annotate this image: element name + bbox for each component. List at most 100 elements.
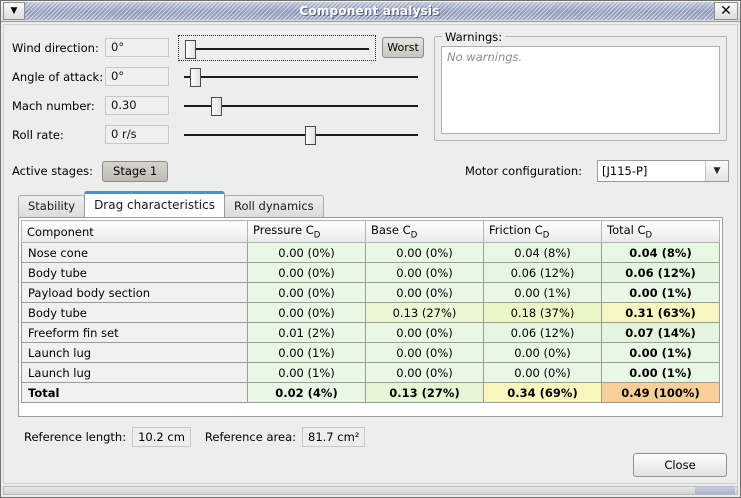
tab-stability[interactable]: Stability [18, 195, 86, 217]
window-title: Component analysis [299, 4, 440, 18]
cell-component: Payload body section [21, 282, 248, 304]
mach-number-slider[interactable] [178, 93, 424, 119]
column-header-component[interactable]: Component [21, 219, 248, 244]
tab-roll-dynamics[interactable]: Roll dynamics [223, 195, 324, 217]
reference-length-label: Reference length: [24, 430, 127, 444]
column-header-friction-cd[interactable]: Friction CD [483, 219, 602, 244]
table-row[interactable]: Body tube 0.00 (0%) 0.00 (0%) 0.06 (12%) 0.0… [21, 262, 720, 284]
cell-pressure: 0.01 (2%) [247, 322, 366, 344]
cell-base: 0.00 (0%) [365, 282, 484, 304]
cell-total: 0.06 (12%) [601, 262, 720, 284]
reference-area-label: Reference area: [204, 430, 296, 444]
cell-component: Freeform fin set [21, 322, 248, 344]
button-row: Close [4, 447, 737, 483]
roll-rate-slider[interactable] [178, 122, 424, 148]
cell-pressure: 0.00 (1%) [247, 342, 366, 364]
active-stages-label: Active stages: [12, 164, 94, 178]
cell-total: 0.04 (8%) [601, 242, 720, 264]
slider-thumb[interactable] [185, 39, 196, 59]
cell-component: Launch lug [21, 362, 248, 384]
slider-thumb[interactable] [211, 96, 222, 116]
cell-base: 0.00 (0%) [365, 322, 484, 344]
stage-1-button[interactable]: Stage 1 [102, 160, 169, 182]
slider-track [184, 75, 418, 78]
title-bar-stripe: Component analysis [25, 2, 714, 20]
cell-total: 0.49 (100%) [601, 382, 720, 404]
parameter-row-angle-of-attack: Angle of attack: 0° [12, 62, 424, 91]
table-row[interactable]: Nose cone 0.00 (0%) 0.00 (0%) 0.04 (8%) 0.04… [21, 242, 720, 264]
cell-component: Nose cone [21, 242, 248, 264]
parameter-row-mach-number: Mach number: 0.30 [12, 91, 424, 120]
table-body: Nose cone 0.00 (0%) 0.00 (0%) 0.04 (8%) 0.04… [21, 242, 720, 404]
cell-total: 0.00 (1%) [601, 342, 720, 364]
slider-track [184, 133, 418, 136]
parameter-sliders: Wind direction: 0° Worst Angle of attack… [12, 33, 424, 149]
window-menu-icon[interactable]: ▼ [3, 2, 25, 20]
reference-row: Reference length: 10.2 cm Reference area… [4, 417, 737, 447]
table-row[interactable]: Payload body section 0.00 (0%) 0.00 (0%) 0.… [21, 282, 720, 304]
cell-friction: 0.34 (69%) [483, 382, 602, 404]
mach-number-label: Mach number: [12, 98, 95, 113]
angle-of-attack-slider[interactable] [178, 64, 424, 90]
motor-configuration-value: [J115-P] [602, 164, 648, 178]
wind-direction-label: Wind direction: [12, 40, 99, 55]
cell-total: 0.31 (63%) [601, 302, 720, 324]
mach-number-value[interactable]: 0.30 [105, 96, 169, 115]
cell-total: 0.07 (14%) [601, 322, 720, 344]
cell-component: Total [21, 382, 248, 404]
cell-pressure: 0.00 (0%) [247, 282, 366, 304]
cell-total: 0.00 (1%) [601, 362, 720, 384]
slider-track [184, 104, 418, 107]
motor-configuration-label: Motor configuration: [464, 164, 582, 178]
column-header-total-cd[interactable]: Total CD [601, 219, 720, 244]
close-icon[interactable]: ✕ [714, 2, 738, 20]
drag-characteristics-panel: Component Pressure CD Base CD Friction C… [18, 217, 723, 417]
slider-track [185, 47, 369, 50]
slider-thumb[interactable] [305, 125, 316, 145]
roll-rate-label: Roll rate: [12, 127, 64, 142]
cell-friction: 0.18 (37%) [483, 302, 602, 324]
stage-motor-row: Active stages: Stage 1 Motor configurati… [4, 149, 737, 182]
cell-base: 0.13 (27%) [365, 302, 484, 324]
warnings-group: Warnings: No warnings. [434, 30, 727, 141]
table-row[interactable]: Freeform fin set 0.01 (2%) 0.00 (0%) 0.06 (… [21, 322, 720, 344]
cell-friction: 0.04 (8%) [483, 242, 602, 264]
column-header-base-cd[interactable]: Base CD [365, 219, 484, 244]
table-row[interactable]: Launch lug 0.00 (1%) 0.00 (0%) 0.00 (0%) 0.0… [21, 342, 720, 364]
title-bar: ▼ Component analysis ✕ [1, 1, 740, 22]
table-total-row[interactable]: Total 0.02 (4%) 0.13 (27%) 0.34 (69%) 0.49 (… [21, 382, 720, 404]
cell-pressure: 0.00 (1%) [247, 362, 366, 384]
worst-button[interactable]: Worst [382, 37, 424, 58]
cell-friction: 0.06 (12%) [483, 262, 602, 284]
cell-pressure: 0.00 (0%) [247, 242, 366, 264]
top-area: Wind direction: 0° Worst Angle of attack… [4, 25, 737, 149]
cell-base: 0.00 (0%) [365, 262, 484, 284]
cell-component: Launch lug [21, 342, 248, 364]
cell-total: 0.00 (1%) [601, 282, 720, 304]
chevron-down-icon[interactable]: ▼ [705, 161, 728, 181]
close-button[interactable]: Close [633, 453, 727, 477]
motor-configuration-select[interactable]: [J115-P] ▼ [597, 160, 729, 182]
warnings-legend: Warnings: [442, 30, 506, 44]
table-row[interactable]: Launch lug 0.00 (1%) 0.00 (0%) 0.00 (0%) 0.0… [21, 362, 720, 384]
roll-rate-value[interactable]: 0 r/s [105, 125, 169, 144]
cell-base: 0.13 (27%) [365, 382, 484, 404]
dialog-content: Wind direction: 0° Worst Angle of attack… [3, 24, 738, 484]
parameter-row-wind-direction: Wind direction: 0° Worst [12, 33, 424, 62]
column-header-pressure-cd[interactable]: Pressure CD [247, 219, 366, 244]
slider-thumb[interactable] [190, 67, 201, 87]
cell-base: 0.00 (0%) [365, 242, 484, 264]
cell-base: 0.00 (0%) [365, 342, 484, 364]
wind-direction-value[interactable]: 0° [105, 38, 169, 57]
tab-drag-characteristics[interactable]: Drag characteristics [84, 191, 225, 217]
drag-table: Component Pressure CD Base CD Friction C… [21, 219, 720, 404]
angle-of-attack-value[interactable]: 0° [105, 67, 169, 86]
cell-base: 0.00 (0%) [365, 362, 484, 384]
table-row[interactable]: Body tube 0.00 (0%) 0.13 (27%) 0.18 (37%) 0.… [21, 302, 720, 324]
cell-friction: 0.00 (0%) [483, 362, 602, 384]
resize-grip[interactable] [695, 487, 735, 494]
cell-pressure: 0.02 (4%) [247, 382, 366, 404]
reference-length-value: 10.2 cm [132, 427, 191, 447]
wind-direction-slider[interactable] [178, 34, 376, 61]
